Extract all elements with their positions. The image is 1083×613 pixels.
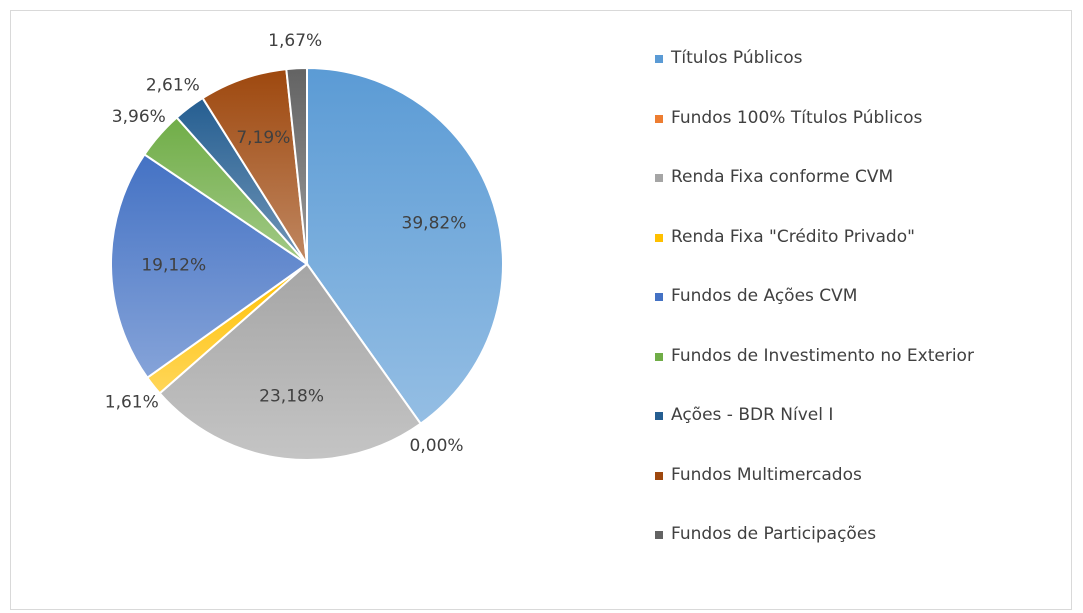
legend-label: Renda Fixa conforme CVM xyxy=(671,167,894,187)
legend-item: Ações - BDR Nível I xyxy=(655,405,985,465)
legend-label: Fundos 100% Títulos Públicos xyxy=(671,107,923,128)
legend-swatch xyxy=(655,352,663,361)
data-label: 7,19% xyxy=(236,128,290,148)
data-label: 23,18% xyxy=(259,386,324,406)
legend-label: Fundos de Investimento no Exterior xyxy=(671,345,974,366)
chart-frame xyxy=(10,10,1072,610)
legend-item: Renda Fixa conforme CVM xyxy=(655,167,985,227)
legend-label: Renda Fixa "Crédito Privado" xyxy=(671,226,915,247)
legend-item: Fundos 100% Títulos Públicos xyxy=(655,108,985,168)
legend-label: Títulos Públicos xyxy=(671,48,803,68)
data-label: 39,82% xyxy=(402,213,467,233)
legend-swatch xyxy=(655,531,663,539)
legend-item: Títulos Públicos xyxy=(655,48,985,108)
legend-swatch xyxy=(655,412,663,420)
legend-label: Fundos de Ações CVM xyxy=(671,286,858,306)
legend-item: Fundos de Ações CVM xyxy=(655,286,985,346)
legend-swatch xyxy=(655,471,663,480)
legend-item: Fundos de Participações xyxy=(655,524,985,584)
pie-slice xyxy=(306,66,504,426)
legend-swatch xyxy=(655,233,663,242)
pie-slice xyxy=(158,262,423,461)
legend-item: Fundos Multimercados xyxy=(655,465,985,525)
data-label: 0,00% xyxy=(410,436,464,456)
data-label: 1,61% xyxy=(105,393,159,413)
legend-item: Fundos de Investimento no Exterior xyxy=(655,346,985,406)
legend-label: Fundos de Participações xyxy=(671,524,877,544)
legend-swatch xyxy=(655,55,663,63)
data-label: 1,67% xyxy=(268,31,322,51)
legend-swatch xyxy=(655,174,663,182)
legend-label: Ações - BDR Nível I xyxy=(671,405,834,425)
pie-slice xyxy=(285,66,308,265)
pie-slice xyxy=(110,153,309,380)
legend-swatch xyxy=(655,293,663,301)
data-label: 19,12% xyxy=(141,256,206,276)
legend-swatch xyxy=(655,114,663,123)
legend-item: Renda Fixa "Crédito Privado" xyxy=(655,227,985,287)
data-label: 3,96% xyxy=(112,107,166,127)
legend-label: Fundos Multimercados xyxy=(671,464,862,485)
legend: Títulos Públicos Fundos 100% Títulos Públ… xyxy=(655,48,985,584)
data-label: 2,61% xyxy=(146,75,200,95)
